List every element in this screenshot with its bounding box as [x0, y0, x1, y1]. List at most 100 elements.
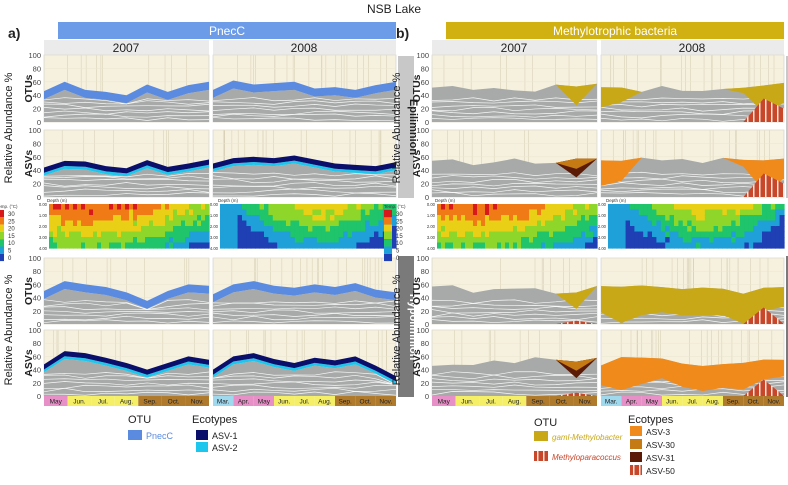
heatmap-cell: [177, 231, 182, 238]
heatmap-cell: [461, 220, 466, 227]
row-label: ASVs: [23, 150, 35, 178]
heatmap-cell: [549, 215, 554, 222]
community-stripe: [431, 319, 598, 323]
heatmap-cell: [360, 231, 366, 238]
community-stripe: [431, 189, 598, 193]
heatmap-cell: [347, 231, 353, 238]
heatmap-cell: [365, 226, 371, 233]
heatmap-cell: [193, 215, 198, 222]
heatmap-cell: [505, 204, 510, 211]
heatmap-cell: [744, 220, 750, 227]
heatmap-cell: [445, 242, 450, 249]
heatmap-cell: [53, 204, 58, 211]
y-axis-title: Relative Abundance %: [391, 72, 403, 183]
y-tick-label: 20: [33, 180, 41, 189]
heatmap-cell: [726, 237, 732, 244]
heatmap-cell: [779, 237, 785, 244]
heatmap-cell: [365, 231, 371, 238]
community-stripe: [212, 182, 397, 187]
heatmap-cell: [493, 237, 498, 244]
month-label: Mar.: [605, 399, 618, 406]
heatmap-cell: [630, 226, 635, 233]
month-label: Jul.: [299, 399, 309, 406]
heatmap-cell: [53, 242, 58, 249]
heatmap-cell: [612, 226, 618, 233]
heatmap-cell: [704, 220, 710, 227]
heatmap-cell: [485, 226, 490, 233]
heatmap-cell: [153, 209, 158, 216]
heatmap-cell: [489, 215, 494, 222]
heatmap-cell: [268, 242, 274, 249]
heatmap-cell: [330, 209, 335, 216]
heatmap-cell: [250, 242, 256, 249]
heatmap-cell: [704, 242, 710, 249]
heatmap-cell: [325, 215, 331, 222]
legend-asv3-label: ASV-3: [646, 427, 670, 437]
community-stripe: [212, 188, 397, 194]
heatmap-cell: [748, 204, 754, 211]
y-tick-label: 100: [416, 326, 429, 335]
heatmap-cell: [704, 215, 710, 222]
heatmap-cell: [682, 231, 688, 238]
heatmap-cell: [312, 220, 318, 227]
heatmap-cell: [101, 231, 106, 238]
heatmap-cell: [735, 226, 741, 233]
heatmap-cell: [281, 220, 287, 227]
heatmap-cell: [181, 226, 186, 233]
heatmap-cell: [612, 209, 618, 216]
heatmap-cell: [533, 242, 538, 249]
heatmap-cell: [224, 215, 230, 222]
legend-otu-title: OTU: [128, 414, 151, 426]
heatmap-cell: [513, 215, 518, 222]
community-stripe: [43, 107, 210, 112]
community-area: [213, 361, 396, 396]
community-stripe: [431, 381, 598, 386]
heatmap-cell: [674, 220, 679, 227]
heatmap-cell: [369, 231, 375, 238]
heatmap-cell: [625, 209, 631, 216]
heatmap-cell: [678, 220, 684, 227]
y-axis-title: Relative Abundance %: [3, 72, 15, 183]
heatmap-cell: [585, 220, 590, 227]
heatmap-cell: [89, 242, 94, 249]
depth-axis-label: Depth (m): [47, 198, 68, 203]
month-cell: [314, 396, 335, 406]
heatmap-cell: [105, 237, 110, 244]
heatmap-cell: [461, 231, 466, 238]
month-cell: [479, 396, 503, 406]
heatmap-cell: [391, 237, 397, 244]
heatmap-cell: [105, 209, 110, 216]
heatmap-cell: [581, 204, 586, 211]
heatmap-cell: [493, 226, 498, 233]
community-stripe: [431, 100, 598, 104]
heatmap-cell: [272, 204, 278, 211]
heatmap-cell: [137, 220, 142, 227]
heatmap-cell: [93, 226, 98, 233]
heatmap-cell: [49, 215, 54, 222]
heatmap-cell: [529, 242, 534, 249]
heatmap-cell: [334, 242, 340, 249]
heatmap-cell: [625, 215, 631, 222]
heatmap-cell: [316, 209, 322, 216]
heatmap-cell: [246, 237, 252, 244]
heatmap-cell: [477, 220, 482, 227]
heatmap-cell: [65, 204, 70, 211]
temp-legend-swatch: [384, 210, 392, 218]
y-tick-label: 20: [33, 105, 41, 114]
heatmap-cell: [125, 226, 130, 233]
heatmap-cell: [312, 209, 318, 216]
heatmap-cell: [233, 231, 239, 238]
month-label: Jun.: [73, 399, 85, 406]
y-tick-label: 80: [421, 267, 429, 276]
heatmap-cell: [505, 209, 510, 216]
heatmap-cell: [722, 215, 728, 222]
heatmap-cell: [485, 237, 490, 244]
heatmap-cell: [589, 226, 594, 233]
heatmap-cell: [770, 215, 776, 222]
heatmap-cell: [757, 220, 763, 227]
heatmap-cell: [173, 215, 178, 222]
heatmap-cell: [264, 215, 269, 222]
heatmap-cell: [65, 242, 70, 249]
heatmap-cell: [69, 209, 74, 216]
heatmap-cell: [141, 237, 146, 244]
